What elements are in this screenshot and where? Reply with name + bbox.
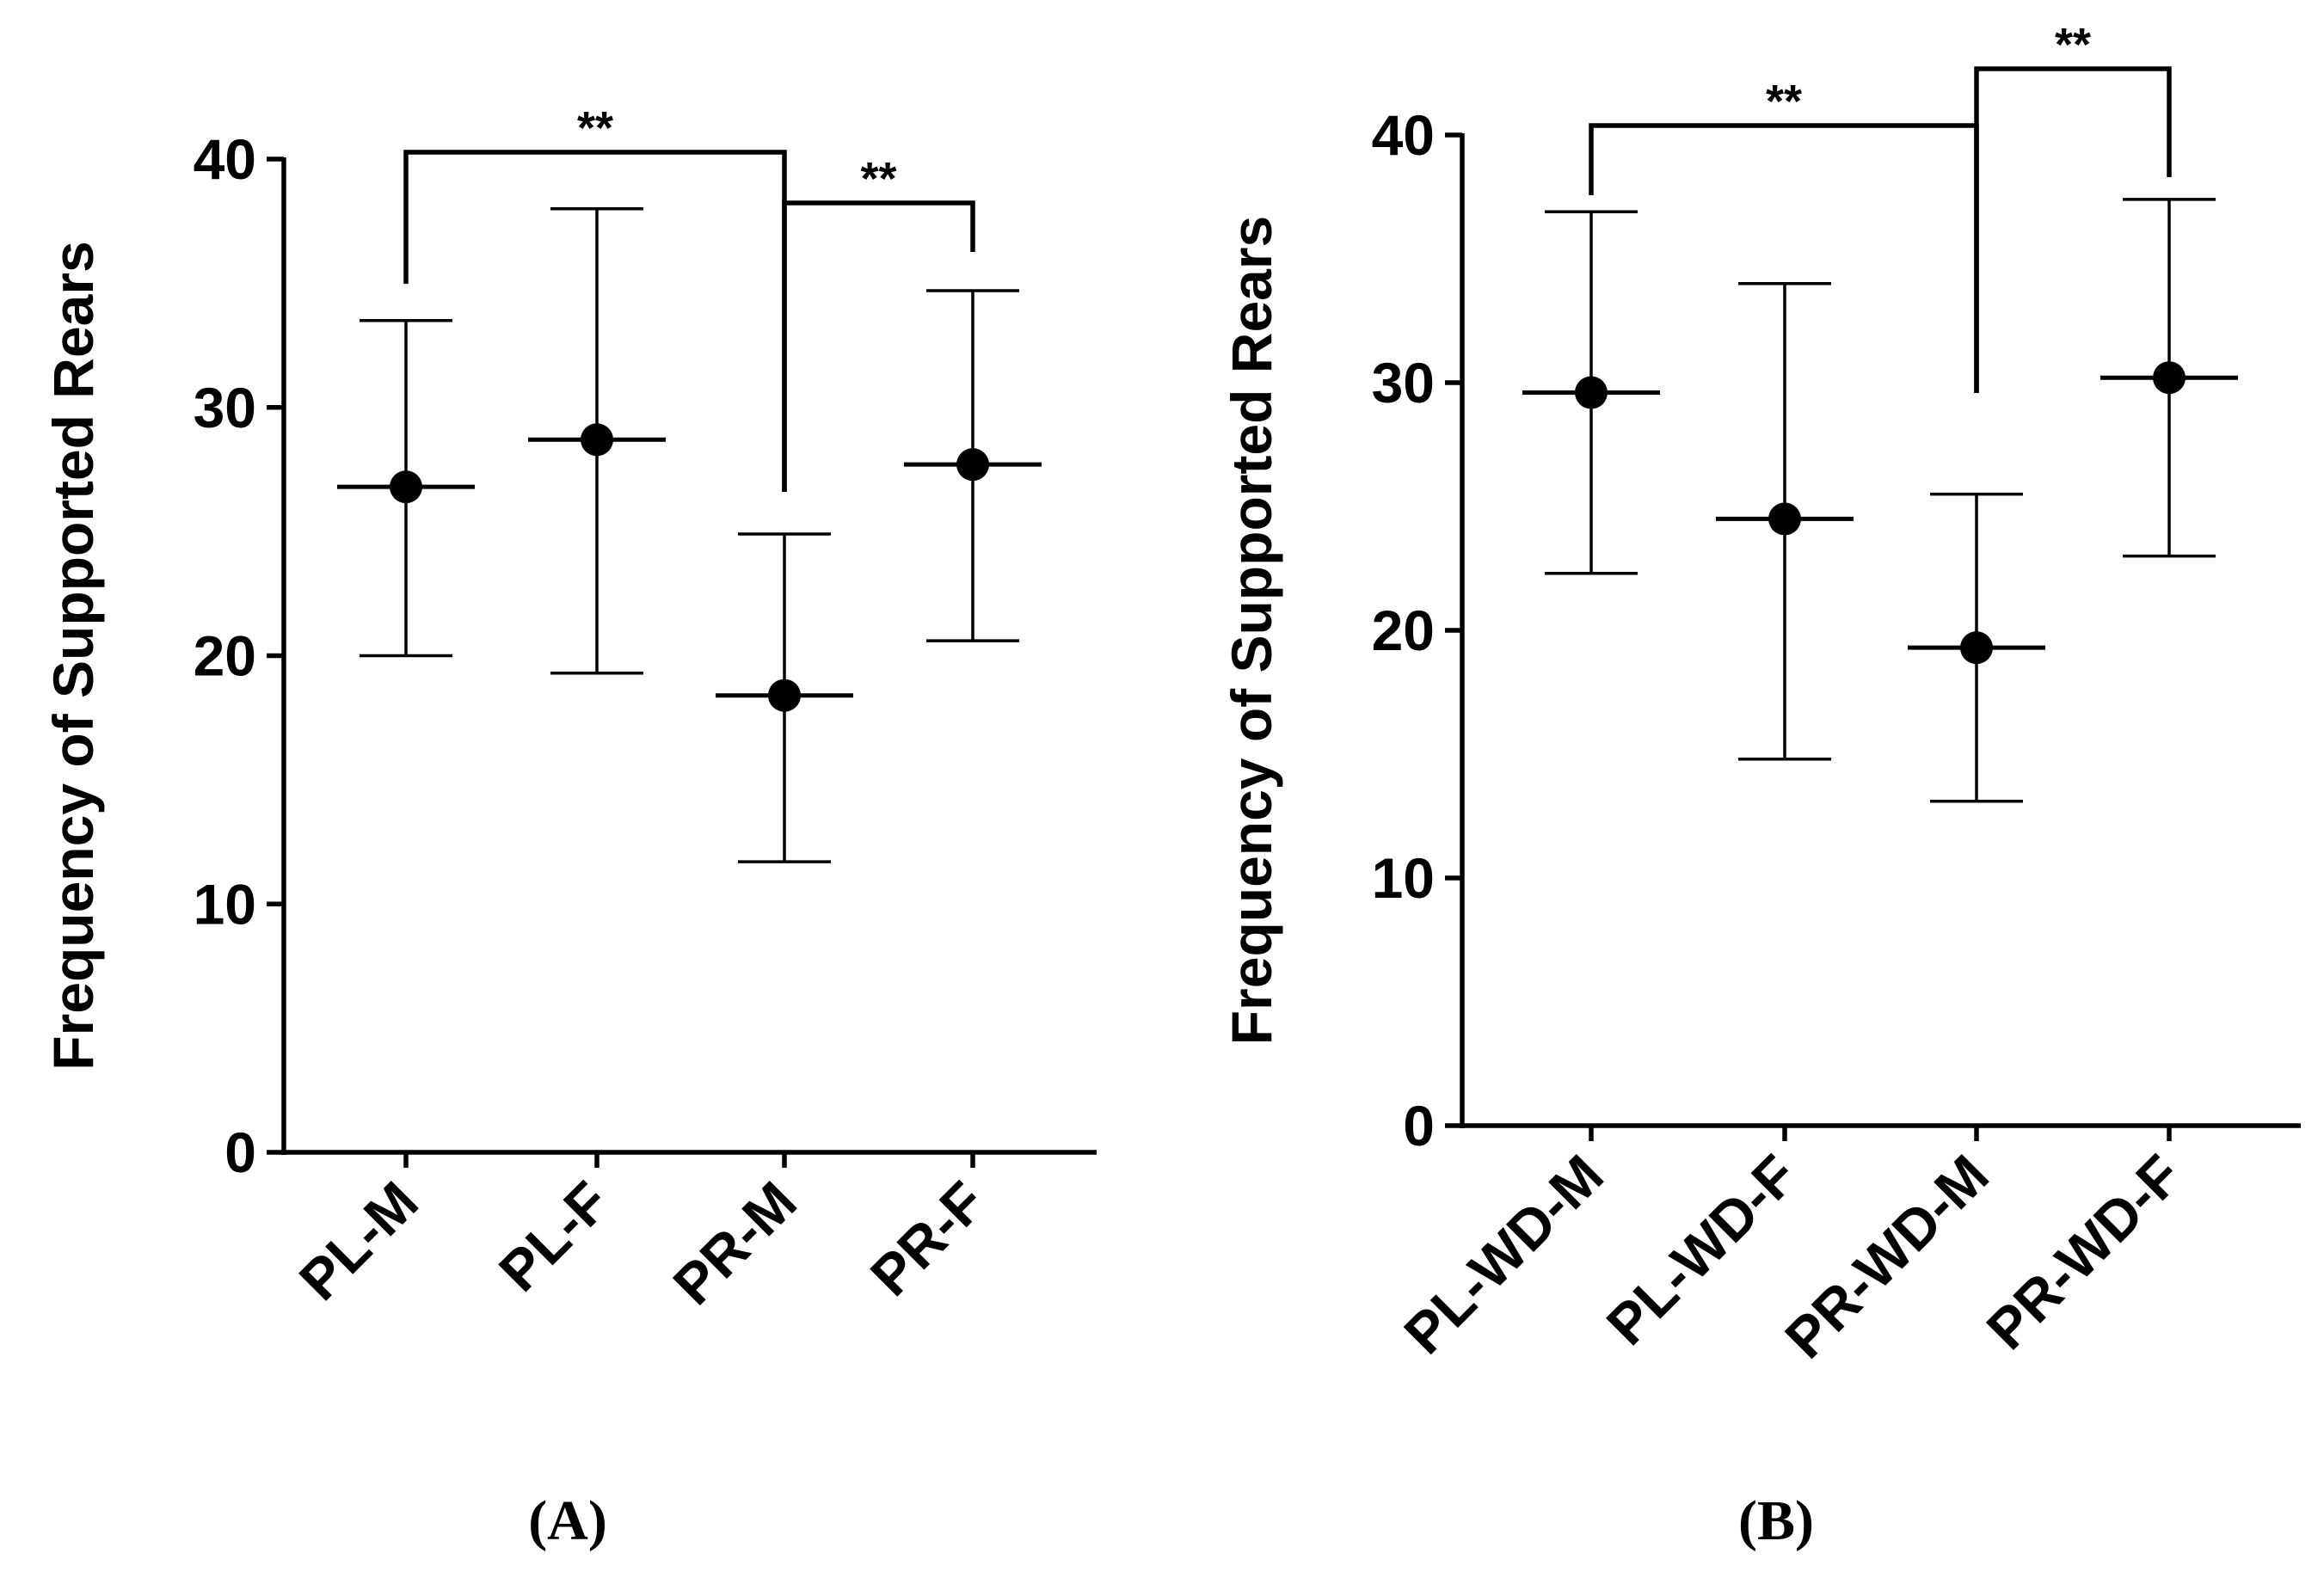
y-axis-title: Frequency of Supported Rears <box>1220 216 1283 1046</box>
panel-label: (A) <box>528 1489 607 1552</box>
x-tick-label: PR-F <box>858 1170 997 1308</box>
panel-b: 0 10 20 30 40 Frequency of Supported Rears PL-… <box>1220 19 2301 1552</box>
x-tick-label: PR-M <box>661 1170 808 1317</box>
y-tick-label: 20 <box>1372 599 1435 662</box>
y-axis-title: Frequency of Supported Rears <box>41 241 105 1071</box>
mean-point-pl-wd-f <box>1768 502 1801 536</box>
x-tick-label: PL-M <box>287 1170 430 1312</box>
y-tick-label: 20 <box>194 624 256 688</box>
y-tick-label: 30 <box>194 376 256 439</box>
mean-point-pr-m <box>768 678 801 712</box>
panel-a: 0 10 20 30 40 Frequency of Supported Rears PL-… <box>41 102 1097 1552</box>
y-tick-label: 10 <box>194 872 256 936</box>
x-tick-label: PL-WD-M <box>1392 1143 1615 1366</box>
mean-point-pr-wd-m <box>1960 631 1993 665</box>
x-tick-label: PR-WD-M <box>1773 1143 2001 1371</box>
x-tick-label: PR-WD-F <box>1974 1143 2193 1362</box>
significance-bracket <box>1974 66 2172 393</box>
mean-point-pr-f <box>956 448 989 482</box>
y-tick-label: 10 <box>1372 846 1435 910</box>
mean-point-pr-wd-f <box>2153 361 2186 395</box>
y-tick-label: 30 <box>1372 351 1435 414</box>
significance-bracket <box>782 200 975 492</box>
mean-point-pl-m <box>390 470 422 504</box>
significance-label: ** <box>1766 76 1802 127</box>
y-tick-label: 40 <box>1372 103 1435 167</box>
x-tick-label: PL-F <box>487 1170 621 1304</box>
y-tick-label: 0 <box>1403 1094 1435 1157</box>
panel-label: (B) <box>1738 1489 1814 1552</box>
mean-point-pl-wd-m <box>1575 376 1608 409</box>
significance-label: ** <box>860 153 896 205</box>
significance-label: ** <box>2055 19 2091 71</box>
significance-label: ** <box>577 102 613 154</box>
mean-point-pl-f <box>581 423 613 457</box>
y-tick-label: 40 <box>194 127 256 191</box>
y-tick-label: 0 <box>224 1120 256 1184</box>
